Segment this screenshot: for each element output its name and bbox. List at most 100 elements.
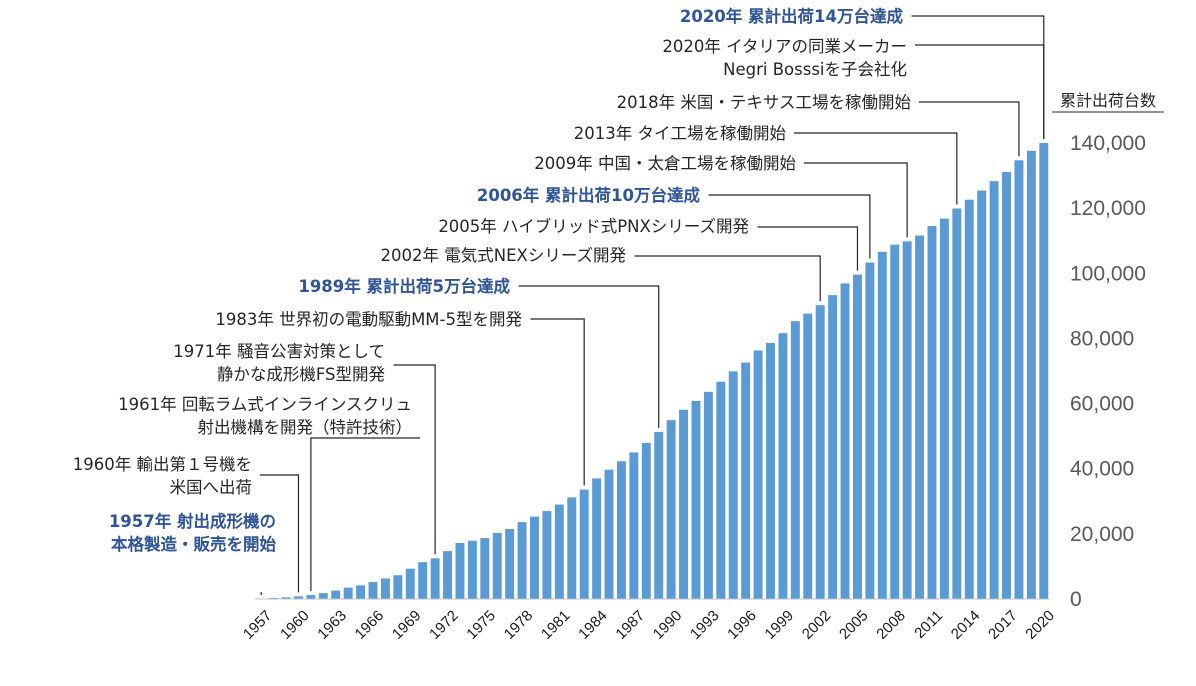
annotation-line: 2002年 電気式NEXシリーズ開発 bbox=[381, 246, 627, 265]
annotation-1960: 1960年 輸出第１号機を米国へ出荷 bbox=[73, 455, 300, 593]
annotation-1989: 1989年 累計出荷5万台達成 bbox=[298, 276, 660, 428]
bar-1965 bbox=[356, 585, 366, 599]
x-tick-label: 1990 bbox=[650, 607, 686, 643]
x-tick-label: 1987 bbox=[612, 607, 648, 643]
bar-1973 bbox=[455, 542, 465, 599]
bar-1959 bbox=[281, 597, 291, 599]
x-tick-label: 2002 bbox=[799, 607, 835, 643]
y-tick-label: 80,000 bbox=[1070, 327, 1134, 350]
x-tick-label: 1999 bbox=[761, 607, 797, 643]
annotation-callouts: 1957年 射出成形機の本格製造・販売を開始 1960年 輸出第１号機を米国へ出荷… bbox=[73, 6, 1045, 595]
bar-1970 bbox=[418, 562, 428, 599]
bar-2001 bbox=[803, 313, 813, 599]
bar-2002 bbox=[815, 305, 825, 599]
x-tick-label: 1993 bbox=[687, 607, 723, 643]
bar-2003 bbox=[828, 295, 838, 599]
x-tick-label: 1996 bbox=[724, 607, 760, 643]
annotation-2020: 2020年 累計出荷14万台達成 bbox=[680, 6, 1045, 139]
annotation-connector bbox=[260, 474, 300, 593]
bar-1989 bbox=[654, 431, 664, 599]
annotation-text: 2013年 タイ工場を稼働開始 bbox=[574, 124, 786, 143]
bar-1986 bbox=[616, 461, 626, 599]
annotation-line: 2020年 イタリアの同業メーカー bbox=[662, 37, 907, 56]
annotation-line: 2018年 米国・テキサス工場を稼働開始 bbox=[617, 93, 911, 112]
bar-1983 bbox=[579, 489, 589, 599]
bar-2004 bbox=[840, 283, 850, 599]
x-tick-label: 1981 bbox=[538, 607, 574, 643]
annotation-connector bbox=[310, 437, 420, 592]
x-tick-label: 2005 bbox=[836, 607, 872, 643]
annotation-text: 1971年 騒音公害対策として静かな成形機FS型開発 bbox=[173, 342, 385, 384]
annotation-connector bbox=[794, 132, 958, 205]
bar-1982 bbox=[567, 497, 577, 599]
bar-2017 bbox=[1002, 171, 1011, 600]
bar-2010 bbox=[915, 235, 925, 599]
bar-1992 bbox=[691, 400, 701, 599]
bar-1985 bbox=[604, 469, 614, 599]
annotation-line: 米国へ出荷 bbox=[170, 478, 253, 497]
annotation-connector bbox=[804, 162, 908, 238]
annotation-connector bbox=[393, 364, 436, 555]
annotation-2005: 2005年 ハイブリッド式PNXシリーズ開発 bbox=[438, 216, 859, 271]
bar-2019 bbox=[1026, 150, 1036, 599]
bar-2000 bbox=[790, 321, 800, 599]
annotation-line: 1983年 世界初の電動駆動MM-5型を開発 bbox=[215, 310, 522, 329]
bar-1974 bbox=[467, 540, 477, 599]
bar-1979 bbox=[530, 516, 539, 599]
annotation-connector bbox=[530, 318, 585, 486]
bar-1968 bbox=[393, 575, 403, 599]
x-tick-label: 1975 bbox=[463, 607, 499, 643]
bar-2018 bbox=[1014, 160, 1024, 599]
x-tick-label: 2020 bbox=[1022, 607, 1058, 643]
annotation-text: 2002年 電気式NEXシリーズ開発 bbox=[381, 246, 627, 265]
annotation-line: Negri Bosssiを子会社化 bbox=[723, 60, 907, 79]
annotation-2006: 2006年 累計出荷10万台達成 bbox=[477, 185, 871, 259]
bar-1972 bbox=[443, 551, 453, 599]
annotation-connector bbox=[708, 194, 871, 259]
bar-2007 bbox=[877, 251, 887, 600]
bar-2020 bbox=[1039, 143, 1049, 599]
annotation-line: 本格製造・販売を開始 bbox=[111, 534, 277, 554]
annotation-text: 2018年 米国・テキサス工場を稼働開始 bbox=[617, 93, 911, 112]
bar-2016 bbox=[989, 181, 999, 600]
annotation-2002: 2002年 電気式NEXシリーズ開発 bbox=[381, 246, 821, 302]
y-tick-label: 60,000 bbox=[1070, 393, 1134, 416]
annotation-text: 2006年 累計出荷10万台達成 bbox=[477, 185, 701, 205]
bar-1963 bbox=[331, 590, 341, 599]
bar-1975 bbox=[480, 538, 490, 599]
bar-1961 bbox=[306, 595, 316, 599]
annotation-1961: 1961年 回転ラム式インラインスクリュ射出機構を開発（特許技術） bbox=[118, 395, 420, 592]
bar-1999 bbox=[778, 333, 788, 599]
bar-1993 bbox=[703, 391, 713, 599]
bar-1996 bbox=[741, 362, 751, 599]
annotation-line: 1960年 輸出第１号機を bbox=[73, 455, 252, 474]
annotation-text: 1960年 輸出第１号機を米国へ出荷 bbox=[73, 455, 252, 497]
annotation-2018: 2018年 米国・テキサス工場を稼働開始 bbox=[617, 93, 1020, 157]
bar-2012 bbox=[939, 218, 949, 599]
annotation-connector bbox=[757, 226, 859, 271]
x-tick-label: 1966 bbox=[352, 607, 388, 643]
x-tick-label: 1978 bbox=[501, 607, 537, 643]
y-axis-label: 累計出荷台数 bbox=[1060, 91, 1156, 110]
annotation-text: 2009年 中国・太倉工場を稼働開始 bbox=[534, 154, 796, 173]
bar-1991 bbox=[679, 409, 689, 599]
bar-1988 bbox=[641, 442, 651, 599]
bar-1966 bbox=[368, 582, 378, 599]
bar-2014 bbox=[964, 199, 974, 600]
bar-1978 bbox=[517, 522, 527, 599]
bar-1962 bbox=[318, 593, 328, 599]
annotation-text: 1957年 射出成形機の本格製造・販売を開始 bbox=[109, 511, 277, 554]
annotation-2009: 2009年 中国・太倉工場を稼働開始 bbox=[534, 154, 908, 238]
annotation-1983: 1983年 世界初の電動駆動MM-5型を開発 bbox=[215, 310, 585, 486]
bar-2009 bbox=[902, 241, 912, 599]
bar-2006 bbox=[865, 262, 875, 599]
x-tick-label: 2014 bbox=[948, 607, 984, 643]
annotation-text: 1961年 回転ラム式インラインスクリュ射出機構を開発（特許技術） bbox=[118, 395, 412, 437]
y-tick-label: 0 bbox=[1070, 588, 1082, 611]
annotation-line: 2006年 累計出荷10万台達成 bbox=[477, 185, 701, 205]
y-tick-label: 100,000 bbox=[1070, 262, 1146, 285]
bar-1990 bbox=[666, 420, 676, 599]
annotation-line: 射出機構を開発（特許技術） bbox=[198, 418, 413, 437]
annotation-text: 2020年 イタリアの同業メーカー Negri Bosssiを子会社化 bbox=[662, 37, 907, 79]
bar-1971 bbox=[430, 558, 440, 599]
